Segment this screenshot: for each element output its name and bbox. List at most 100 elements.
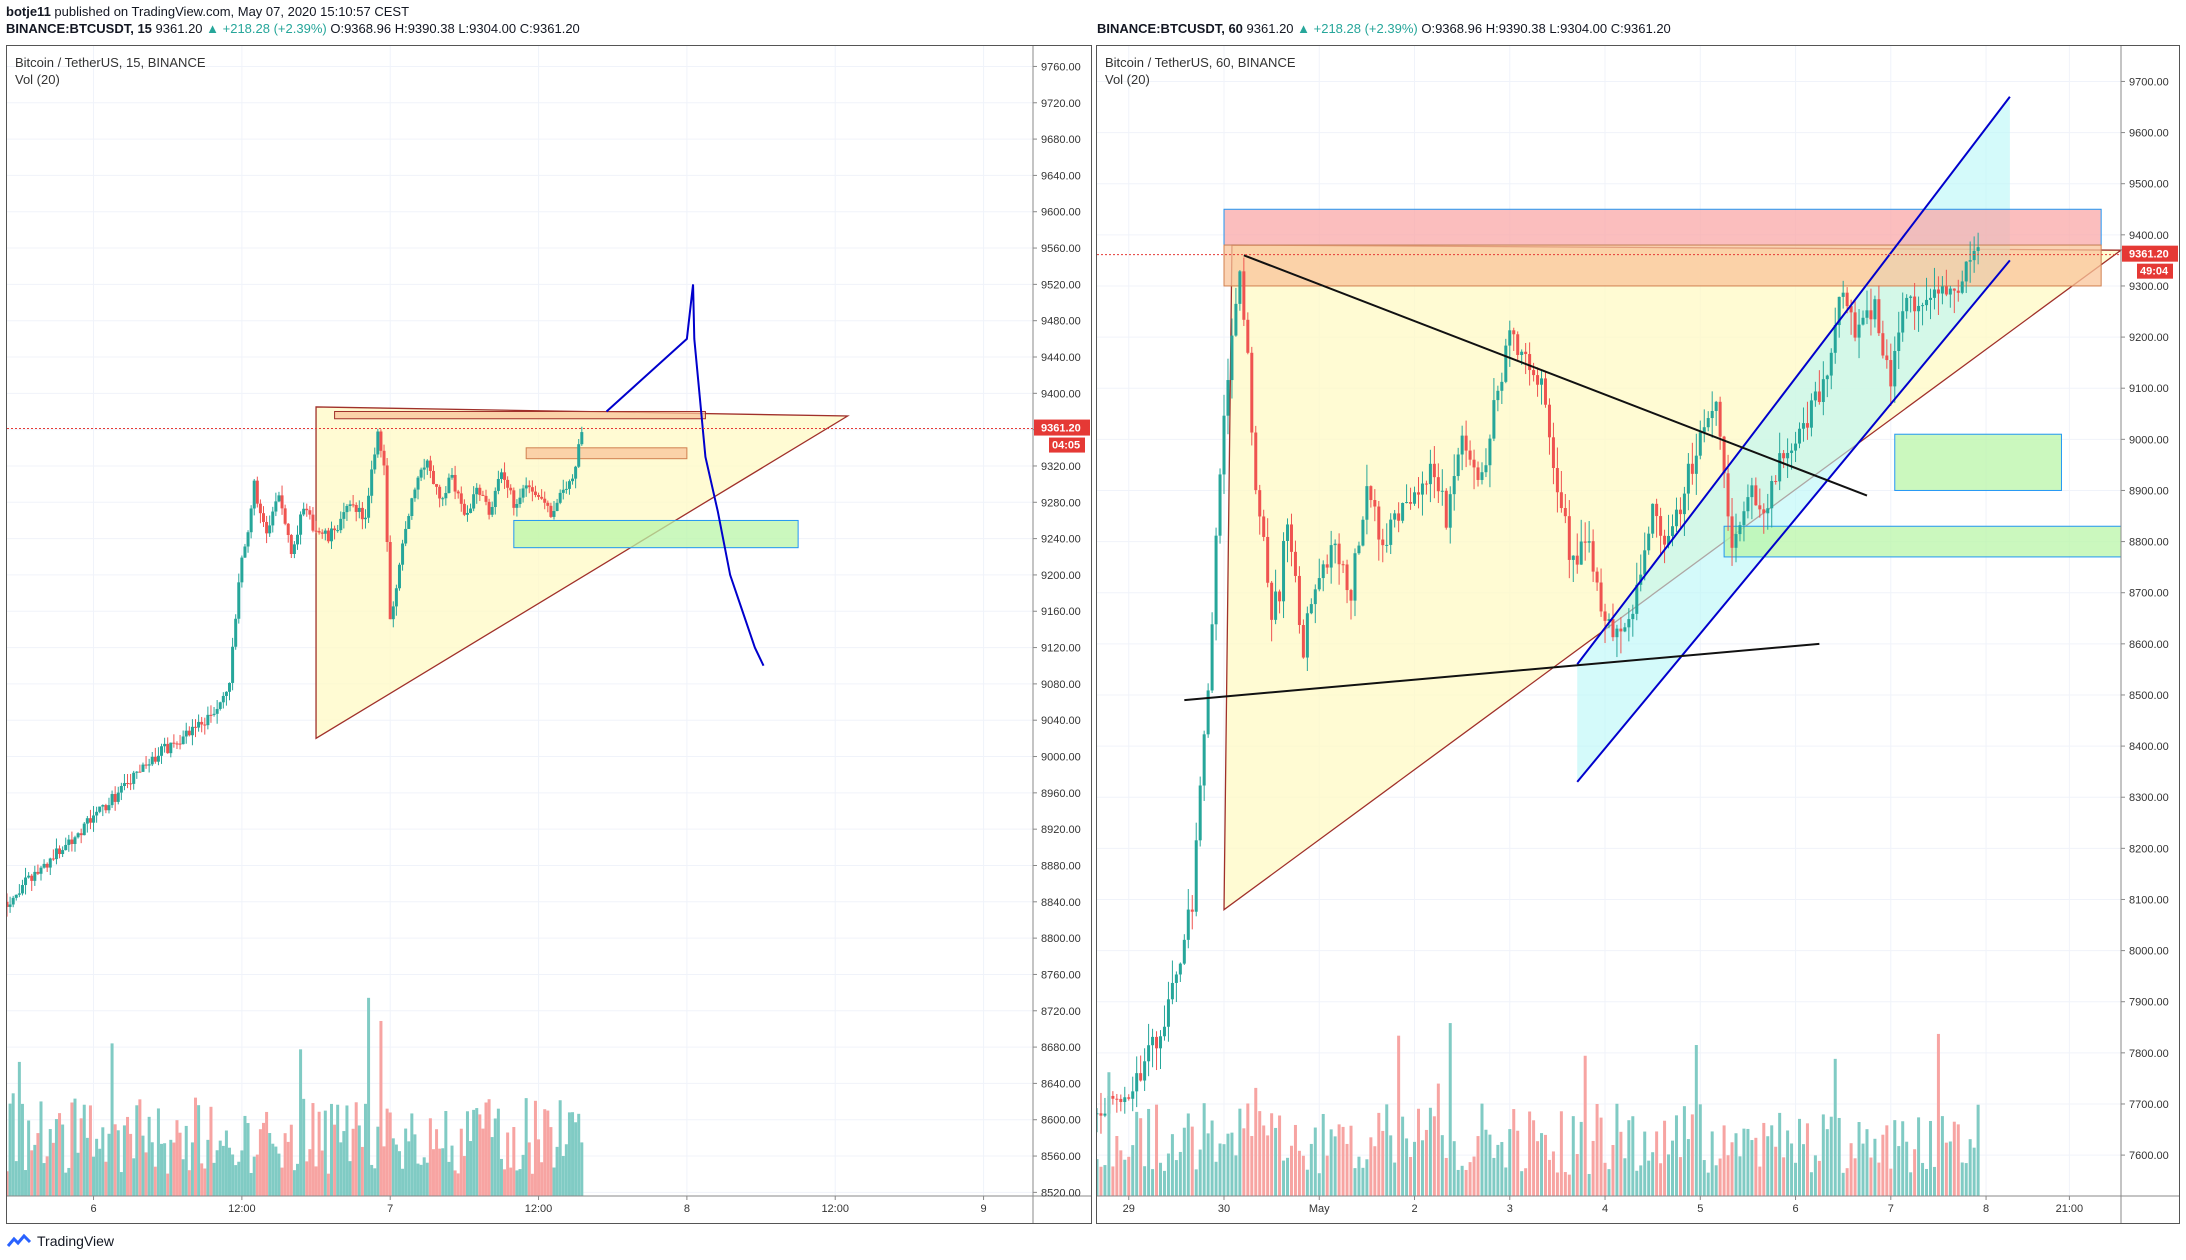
right-volume-bar: [1921, 1162, 1925, 1196]
left-candle: [521, 488, 525, 498]
left-price-tick-label: 8880.00: [1041, 860, 1081, 872]
right-volume-bar: [1127, 1156, 1131, 1196]
right-open: O:9368.96: [1421, 21, 1483, 36]
right-volume-bar: [1964, 1163, 1968, 1196]
left-volume-bar: [425, 1162, 429, 1196]
right-candle: [1313, 589, 1317, 605]
right-candle: [1774, 481, 1778, 483]
right-volume-bar: [1313, 1127, 1317, 1196]
left-candle: [104, 805, 108, 811]
left-volume-bar: [265, 1111, 269, 1196]
left-close: C:9361.20: [519, 21, 580, 36]
left-volume-bar: [438, 1148, 442, 1196]
right-candle: [1798, 428, 1802, 444]
left-candle: [512, 490, 516, 508]
left-volume-bar: [122, 1125, 126, 1196]
left-time-tick-label: 12:00: [525, 1203, 553, 1215]
right-price-tick-label: 8100.00: [2129, 894, 2169, 906]
right-volume-bar: [1361, 1167, 1365, 1196]
right-volume-bar: [1282, 1160, 1286, 1196]
right-volume-bar: [1960, 1162, 1964, 1196]
left-volume-bar: [231, 1154, 235, 1196]
right-candle: [1551, 437, 1555, 469]
right-price-tick-label: 9600.00: [2129, 128, 2169, 140]
right-volume-bar: [1536, 1141, 1540, 1196]
right-candle: [1504, 345, 1508, 382]
left-volume-bar: [268, 1133, 272, 1196]
left-volume-bar: [295, 1163, 299, 1196]
left-volume-bar: [521, 1154, 525, 1196]
left-volume-bar: [567, 1112, 571, 1196]
right-candle: [1409, 502, 1413, 504]
author-name[interactable]: botje11: [6, 4, 51, 19]
right-volume-bar: [1190, 1126, 1194, 1196]
right-volume-bar: [1778, 1112, 1782, 1196]
right-volume-bar: [1738, 1156, 1742, 1196]
left-price-tick-label: 8520.00: [1041, 1187, 1081, 1199]
right-price-tick-label: 8200.00: [2129, 843, 2169, 855]
right-volume-bar: [1210, 1120, 1214, 1196]
left-candle: [200, 721, 204, 725]
right-volume-bar: [1936, 1033, 1940, 1196]
left-volume-bar: [246, 1123, 250, 1196]
left-volume-bar: [435, 1129, 439, 1196]
chart-panel-60m[interactable]: 7600.00 7700.00 7800.00 7900.00 8000.00 8100.…: [1096, 45, 2180, 1224]
left-volume-bar: [564, 1144, 568, 1196]
right-candle: [1190, 909, 1194, 912]
chart-canvas-15m[interactable]: 8520.00 8560.00 8600.00 8640.00 8680.00 8720.…: [7, 46, 1091, 1223]
left-candle: [533, 491, 537, 496]
chart-canvas-60m[interactable]: 7600.00 7700.00 7800.00 7900.00 8000.00 8100.…: [1097, 46, 2179, 1223]
right-candle: [1794, 443, 1798, 451]
right-price-tick-label: 7600.00: [2129, 1150, 2169, 1162]
tradingview-brand[interactable]: TradingView: [6, 1233, 114, 1249]
left-candle: [413, 489, 417, 499]
right-candle: [1686, 463, 1690, 494]
right-time-tick-label: 29: [1123, 1203, 1135, 1215]
right-volume-bar: [1690, 1114, 1694, 1196]
left-volume-bar: [311, 1103, 315, 1196]
right-candle: [1488, 438, 1492, 466]
left-candle: [363, 517, 367, 520]
right-candle: [1476, 467, 1480, 480]
right-candle: [1206, 690, 1210, 735]
left-candle: [126, 783, 130, 785]
right-candle: [1928, 297, 1932, 300]
right-candle: [1250, 352, 1254, 433]
right-volume-bar: [1480, 1103, 1484, 1196]
left-volume-bar: [274, 1146, 278, 1196]
right-volume-bar: [1341, 1126, 1345, 1196]
right-ohlc-header: BINANCE:BTCUSDT, 60 9361.20 ▲ +218.28 (+…: [1097, 21, 1671, 36]
left-volume-bar: [271, 1143, 275, 1196]
left-candle: [184, 730, 188, 737]
left-candle: [246, 532, 250, 547]
right-volume-bar: [1547, 1159, 1551, 1196]
left-candle: [190, 726, 194, 736]
left-candle: [144, 764, 148, 766]
right-time-tick-label: 3: [1507, 1203, 1513, 1215]
left-volume-bar: [537, 1139, 541, 1196]
right-volume-bar: [1885, 1125, 1889, 1196]
right-volume-bar: [1615, 1103, 1619, 1196]
right-candle: [1786, 452, 1790, 459]
right-candle: [1583, 541, 1587, 543]
right-candle: [1369, 486, 1373, 501]
right-candle: [1853, 312, 1857, 338]
left-candle: [456, 491, 460, 494]
left-volume-bar: [258, 1129, 262, 1196]
right-volume-bar: [1155, 1104, 1159, 1196]
right-volume-bar: [1393, 1162, 1397, 1196]
left-volume-bar: [212, 1162, 216, 1196]
left-volume-bar: [345, 1105, 349, 1196]
right-candle: [1790, 450, 1794, 453]
right-candle: [1579, 541, 1583, 565]
right-volume-bar: [1726, 1155, 1730, 1196]
right-price-tick-label: 7700.00: [2129, 1099, 2169, 1111]
right-candle: [1536, 375, 1540, 385]
right-candle: [1595, 571, 1599, 583]
right-volume-bar: [1913, 1149, 1917, 1196]
right-change: ▲ +218.28 (+2.39%): [1297, 21, 1418, 36]
chart-panel-15m[interactable]: 8520.00 8560.00 8600.00 8640.00 8680.00 8720.…: [6, 45, 1092, 1224]
right-candle: [1619, 628, 1623, 632]
left-candle: [17, 893, 21, 895]
right-candle: [1667, 535, 1671, 545]
